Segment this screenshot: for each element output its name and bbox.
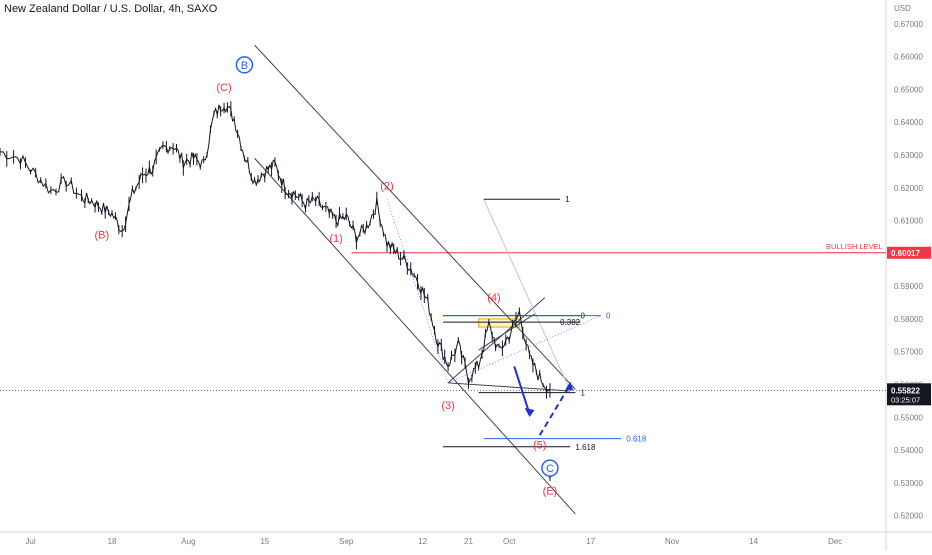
y-tick-label: 0.52000 [894, 512, 923, 521]
fib-level-label: 1 [565, 195, 570, 204]
y-tick-label: 0.58000 [894, 315, 923, 324]
fib-level-label: 0.618 [626, 435, 647, 444]
x-tick-label: 12 [418, 537, 427, 546]
channel-line [254, 157, 576, 515]
y-tick-label: 0.67000 [894, 20, 923, 29]
y-tick-label: 0.63000 [894, 151, 923, 160]
projection-down-line [513, 366, 531, 415]
wave-circle [235, 56, 254, 74]
price-line [0, 104, 550, 394]
x-tick-label: 15 [260, 537, 269, 546]
fib-level-label: 0.382 [560, 318, 581, 327]
y-tick-label: 0.64000 [894, 118, 923, 127]
channel-line [447, 297, 546, 384]
bullish-level-badge [887, 246, 931, 259]
wave-label: (2) [380, 180, 393, 192]
projection-arrow-head [565, 381, 574, 391]
wave-label: (B) [95, 230, 110, 242]
fib-level-label: 0 [606, 312, 611, 321]
bullish-level-value: 0.60017 [891, 249, 920, 258]
current-price-countdown: 03:25:07 [891, 395, 920, 404]
x-tick-label: 18 [108, 537, 117, 546]
wave-label: (4) [487, 292, 500, 304]
currency-label: USD [894, 4, 911, 13]
projection-arrow-head [524, 407, 535, 417]
fib-guide-line [483, 199, 571, 392]
projection-up-line [538, 383, 572, 436]
x-tick-label: 17 [586, 537, 595, 546]
y-tick-label: 0.65000 [894, 85, 923, 94]
y-tick-label: 0.61000 [894, 217, 923, 226]
bullish-level-label: BULLISH LEVEL [826, 242, 883, 251]
y-tick-label: 0.54000 [894, 446, 923, 455]
channel-line [478, 313, 535, 351]
wave-circle-label: C [546, 463, 554, 475]
x-tick-label: Aug [181, 537, 195, 546]
x-tick-label: 14 [749, 537, 758, 546]
x-tick-label: Oct [503, 537, 516, 546]
y-tick-label: 0.57000 [894, 348, 923, 357]
wave-label: (E) [543, 485, 558, 497]
x-tick-label: Sep [339, 537, 354, 546]
wave-label: (C) [216, 82, 231, 94]
y-tick-label: 0.62000 [894, 184, 923, 193]
highlight-box [478, 318, 520, 328]
x-tick-label: Nov [665, 537, 679, 546]
x-tick-label: Dec [828, 537, 842, 546]
fib-guide-line [386, 199, 449, 383]
channel-line [448, 382, 571, 392]
fib-level-label: 1.618 [575, 443, 596, 452]
current-price-badge [887, 383, 931, 406]
y-tick-label: 0.66000 [894, 53, 923, 62]
wave-circle-label: B [241, 60, 248, 72]
channel-line [254, 44, 576, 390]
current-price-value: 0.55822 [891, 386, 920, 395]
x-tick-label: 21 [464, 537, 473, 546]
x-tick-label: Jul [25, 537, 35, 546]
y-tick-label: 0.53000 [894, 479, 923, 488]
wave-label: (1) [329, 233, 342, 245]
wave-circle [541, 459, 559, 477]
wave-label: Y [546, 472, 554, 484]
y-tick-label: 0.55000 [894, 413, 923, 422]
wave-label: (5) [533, 439, 546, 451]
fib-level-label: 1 [580, 389, 585, 398]
wave-label: (3) [441, 400, 454, 412]
y-tick-label: 0.59000 [894, 282, 923, 291]
chart-title: New Zealand Dollar / U.S. Dollar, 4h, SA… [4, 3, 218, 15]
